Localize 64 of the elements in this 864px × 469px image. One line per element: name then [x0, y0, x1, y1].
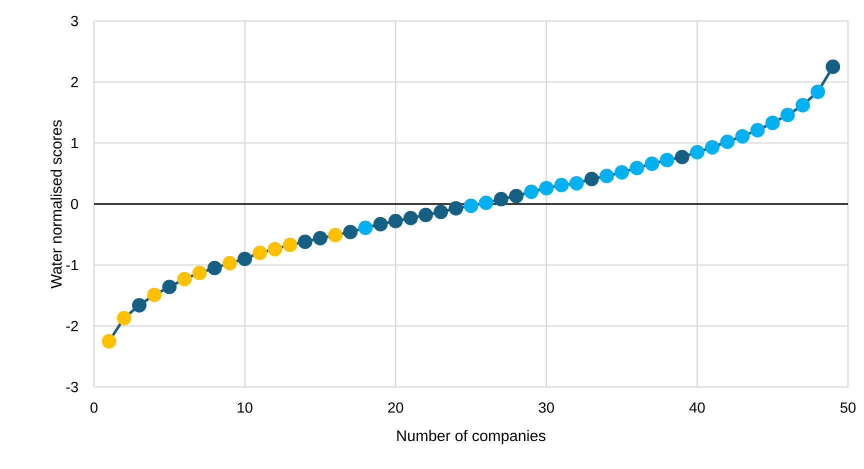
point	[509, 188, 524, 204]
y-tick-label: 0	[71, 198, 78, 210]
point	[313, 230, 328, 246]
x-axis-title: Number of companies	[397, 430, 546, 444]
point	[584, 172, 599, 186]
point	[690, 144, 704, 160]
point	[373, 216, 388, 232]
point	[298, 234, 312, 250]
point	[238, 252, 252, 266]
point	[282, 238, 298, 252]
point	[116, 310, 132, 326]
point	[539, 180, 554, 196]
y-tick-label: -2	[66, 320, 78, 332]
point	[403, 210, 418, 226]
y-tick-label: -1	[66, 260, 78, 270]
point	[674, 150, 690, 164]
y-tick-label: 3	[71, 16, 78, 26]
x-tick-label: 0	[90, 402, 98, 413]
point	[252, 246, 268, 260]
point	[478, 196, 494, 210]
point	[418, 208, 433, 222]
point	[268, 242, 282, 256]
point	[162, 280, 177, 294]
x-tick-label: 40	[689, 402, 705, 413]
point	[177, 272, 192, 286]
y-tick-label: 1	[72, 138, 78, 148]
point	[660, 152, 674, 168]
point	[796, 98, 810, 112]
point	[448, 201, 464, 216]
point	[524, 184, 539, 200]
point	[434, 204, 448, 220]
y-axis-title: Water normalised scores	[50, 120, 62, 288]
x-tick-label: 20	[388, 402, 404, 413]
point	[358, 220, 373, 235]
point	[147, 288, 162, 302]
point	[343, 224, 358, 240]
y-tick-label: 2	[71, 76, 78, 88]
x-tick-label: 50	[840, 402, 856, 413]
point	[464, 198, 478, 214]
point	[207, 260, 222, 276]
point	[630, 160, 644, 176]
point	[192, 266, 207, 280]
point	[600, 168, 614, 184]
point	[750, 122, 765, 138]
point	[644, 156, 660, 171]
point	[735, 129, 750, 144]
point	[765, 116, 780, 130]
point	[720, 134, 735, 149]
point	[102, 334, 116, 348]
point	[388, 214, 403, 228]
point	[569, 176, 584, 190]
point	[132, 298, 146, 312]
point	[494, 192, 508, 206]
point	[705, 140, 720, 154]
point	[554, 178, 569, 192]
point	[780, 108, 795, 122]
point	[614, 165, 630, 180]
x-tick-label: 10	[238, 402, 252, 413]
point	[810, 84, 826, 99]
point	[328, 228, 342, 242]
x-tick-label: 30	[538, 402, 554, 413]
point	[222, 256, 237, 270]
y-tick-label: -3	[66, 382, 78, 392]
point	[826, 60, 840, 74]
